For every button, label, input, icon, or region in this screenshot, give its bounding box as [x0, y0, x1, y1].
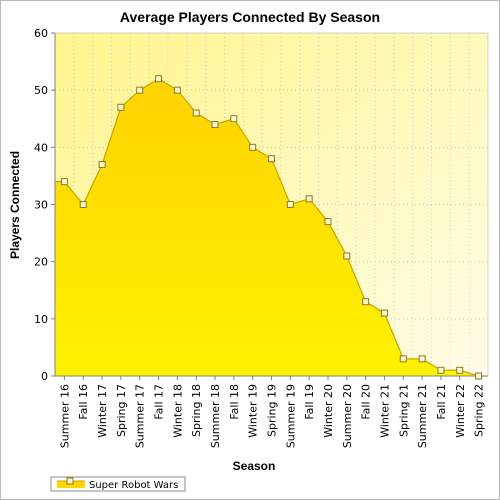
x-tick-label: Spring 21	[397, 384, 410, 437]
data-point	[380, 309, 388, 317]
x-tick-label: Summer 17	[134, 384, 147, 448]
data-point	[230, 115, 238, 123]
y-tick-label: 0	[41, 370, 48, 383]
x-tick-label: Spring 19	[266, 384, 279, 437]
data-point	[117, 103, 125, 111]
data-point	[286, 201, 294, 208]
data-point	[155, 75, 163, 83]
x-tick-label: Summer 20	[341, 384, 354, 448]
x-tick-label: Summer 18	[209, 384, 222, 448]
x-tick-label: Fall 19	[303, 384, 316, 420]
x-tick-label: Fall 16	[77, 384, 90, 420]
y-tick-label: 60	[34, 27, 48, 40]
data-point	[418, 355, 426, 363]
x-axis-ticks: Summer 16 Fall 16 Winter 17 Spring 17 Summer…	[58, 376, 486, 448]
data-point	[173, 86, 181, 94]
area-fill	[55, 78, 488, 376]
x-tick-label: Spring 18	[190, 384, 203, 437]
y-axis-label: Players Connected	[8, 151, 22, 259]
y-tick-label: 40	[34, 141, 48, 154]
x-tick-label: Fall 18	[228, 384, 241, 420]
data-point	[475, 372, 483, 380]
x-tick-label: Spring 22	[473, 384, 486, 437]
data-point	[60, 178, 68, 186]
x-tick-label: Spring 17	[115, 384, 128, 437]
data-point	[437, 366, 445, 374]
y-tick-label: 30	[34, 199, 48, 212]
x-tick-label: Winter 22	[454, 384, 467, 438]
data-point	[79, 201, 87, 208]
legend: Super Robot Wars	[50, 476, 186, 492]
data-point	[362, 298, 370, 306]
x-tick-label: Winter 17	[96, 384, 109, 438]
legend-label: Super Robot Wars	[89, 480, 178, 491]
x-axis-label: Season	[233, 459, 276, 473]
data-point	[268, 155, 275, 163]
x-tick-label: Winter 19	[247, 384, 260, 438]
x-tick-label: Winter 18	[171, 384, 184, 438]
data-point	[324, 218, 332, 226]
x-tick-label: Winter 20	[322, 384, 335, 438]
data-point	[136, 86, 144, 94]
data-point	[305, 195, 313, 203]
x-tick-label: Fall 20	[360, 384, 373, 420]
y-axis-ticks: 0 10 20 30 40 50 60	[34, 27, 55, 383]
legend-marker	[66, 477, 74, 485]
data-point	[98, 160, 106, 168]
chart-title: Average Players Connected By Season	[120, 9, 380, 25]
data-point	[249, 143, 257, 151]
data-point	[399, 355, 407, 363]
data-point	[343, 252, 351, 260]
y-tick-label: 50	[34, 84, 48, 97]
x-tick-label: Summer 16	[58, 384, 71, 448]
x-tick-label: Summer 21	[416, 384, 429, 448]
y-tick-label: 20	[34, 256, 48, 269]
x-tick-label: Fall 17	[153, 384, 166, 420]
data-point	[211, 120, 219, 128]
data-point	[192, 109, 200, 117]
data-point	[456, 366, 464, 374]
x-tick-label: Winter 21	[378, 384, 391, 438]
x-tick-label: Summer 19	[284, 384, 297, 448]
data-markers	[60, 75, 483, 380]
x-tick-label: Fall 21	[435, 384, 448, 420]
y-tick-label: 10	[34, 313, 48, 326]
